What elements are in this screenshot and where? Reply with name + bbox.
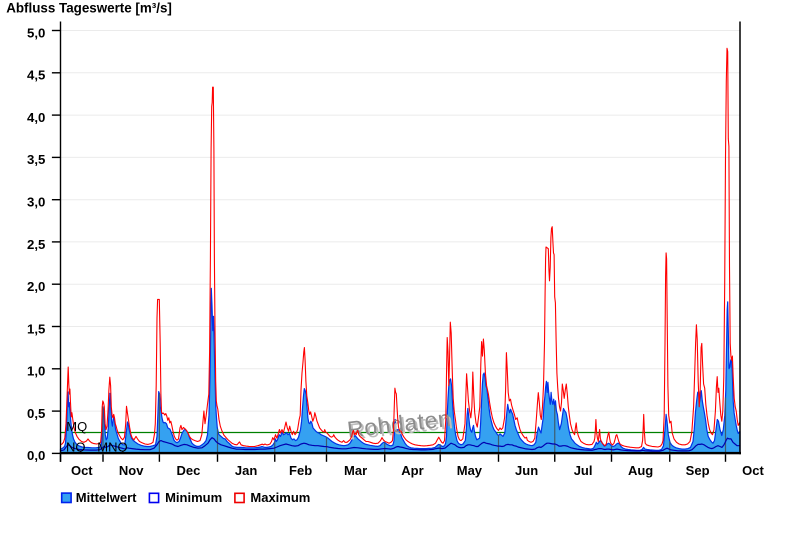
svg-text:Mittelwert: Mittelwert: [76, 490, 137, 505]
svg-text:Mar: Mar: [344, 463, 367, 478]
svg-text:3,0: 3,0: [27, 195, 45, 210]
svg-text:MQ: MQ: [66, 419, 87, 434]
svg-text:Aug: Aug: [628, 463, 653, 478]
svg-text:3,5: 3,5: [27, 152, 45, 167]
svg-text:Sep: Sep: [686, 463, 710, 478]
svg-text:5,0: 5,0: [27, 25, 45, 40]
svg-text:Oct: Oct: [742, 463, 764, 478]
svg-text:1,5: 1,5: [27, 321, 45, 336]
svg-text:Dec: Dec: [176, 463, 200, 478]
svg-text:Feb: Feb: [289, 463, 312, 478]
svg-text:2,0: 2,0: [27, 279, 45, 294]
svg-text:Abfluss Tageswerte [m³/s]: Abfluss Tageswerte [m³/s]: [6, 0, 172, 15]
svg-text:Maximum: Maximum: [250, 490, 310, 505]
svg-text:Minimum: Minimum: [165, 490, 222, 505]
svg-text:4,0: 4,0: [27, 110, 45, 125]
svg-text:Jul: Jul: [574, 463, 593, 478]
svg-text:May: May: [457, 463, 483, 478]
svg-text:Oct: Oct: [71, 463, 93, 478]
svg-text:2,5: 2,5: [27, 237, 45, 252]
svg-text:MNQ: MNQ: [97, 439, 127, 454]
svg-text:Jan: Jan: [235, 463, 257, 478]
svg-text:Apr: Apr: [401, 463, 423, 478]
svg-text:4,5: 4,5: [27, 68, 45, 83]
svg-text:NQ: NQ: [66, 439, 86, 454]
svg-text:Nov: Nov: [119, 463, 144, 478]
svg-text:1,0: 1,0: [27, 364, 45, 379]
svg-text:Jun: Jun: [515, 463, 538, 478]
svg-text:0,0: 0,0: [27, 448, 45, 463]
svg-text:0,5: 0,5: [27, 406, 45, 421]
